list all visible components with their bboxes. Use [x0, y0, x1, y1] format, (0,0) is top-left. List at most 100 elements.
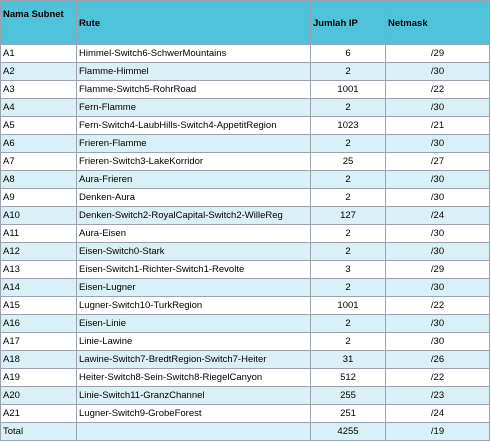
- cell-jumlah-ip: 2: [310, 332, 386, 351]
- cell-rute: Denken-Aura: [76, 188, 311, 207]
- cell-netmask: /24: [385, 404, 490, 423]
- cell-netmask: /29: [385, 260, 490, 279]
- cell-netmask: /29: [385, 44, 490, 63]
- table-row: A8 Aura-Frieren 2/30: [0, 170, 490, 189]
- cell-rute: Frieren-Flamme: [76, 134, 311, 153]
- cell-netmask: /30: [385, 134, 490, 153]
- cell-netmask: /21: [385, 116, 490, 135]
- cell-subnet: A19: [0, 368, 77, 387]
- cell-netmask: /22: [385, 368, 490, 387]
- cell-rute: Eisen-Lugner: [76, 278, 311, 297]
- cell-jumlah-ip: 31: [310, 350, 386, 369]
- cell-netmask: /24: [385, 206, 490, 225]
- table-row: A9 Denken-Aura 2/30: [0, 188, 490, 207]
- total-jumlah-ip: 4255: [310, 422, 386, 441]
- cell-jumlah-ip: 2: [310, 224, 386, 243]
- cell-jumlah-ip: 6: [310, 44, 386, 63]
- cell-jumlah-ip: 2: [310, 134, 386, 153]
- cell-netmask: /30: [385, 242, 490, 261]
- cell-subnet: A4: [0, 98, 77, 117]
- table-row: A5 Fern-Switch4-LaubHills-Switch4-Appetit…: [0, 116, 490, 135]
- cell-netmask: /23: [385, 386, 490, 405]
- table-body: A1 Himmel-Switch6-SchwerMountains 6/29 A2 Fl…: [0, 44, 490, 441]
- cell-jumlah-ip: 1001: [310, 296, 386, 315]
- cell-subnet: A7: [0, 152, 77, 171]
- cell-rute: Heiter-Switch8-Sein-Switch8-RiegelCanyon: [76, 368, 311, 387]
- cell-jumlah-ip: 2: [310, 278, 386, 297]
- cell-netmask: /30: [385, 62, 490, 81]
- cell-subnet: A13: [0, 260, 77, 279]
- table-row: A21 Lugner-Switch9-GrobeForest 251/24: [0, 404, 490, 423]
- cell-subnet: A20: [0, 386, 77, 405]
- cell-subnet: A1: [0, 44, 77, 63]
- cell-subnet: A5: [0, 116, 77, 135]
- cell-rute: Lugner-Switch10-TurkRegion: [76, 296, 311, 315]
- table-row: A15 Lugner-Switch10-TurkRegion 1001/22: [0, 296, 490, 315]
- table-row: A2 Flamme-Himmel 2/30: [0, 62, 490, 81]
- header-rute: Rute: [76, 0, 311, 45]
- cell-subnet: A18: [0, 350, 77, 369]
- cell-subnet: A2: [0, 62, 77, 81]
- cell-jumlah-ip: 25: [310, 152, 386, 171]
- cell-rute: Linie-Lawine: [76, 332, 311, 351]
- cell-netmask: /30: [385, 98, 490, 117]
- cell-rute: Flamme-Switch5-RohrRoad: [76, 80, 311, 99]
- cell-netmask: /26: [385, 350, 490, 369]
- cell-subnet: A17: [0, 332, 77, 351]
- header-netmask: Netmask: [385, 0, 490, 45]
- cell-netmask: /30: [385, 188, 490, 207]
- cell-rute: Eisen-Switch0-Stark: [76, 242, 311, 261]
- cell-jumlah-ip: 2: [310, 242, 386, 261]
- cell-jumlah-ip: 251: [310, 404, 386, 423]
- cell-subnet: A3: [0, 80, 77, 99]
- cell-subnet: A8: [0, 170, 77, 189]
- cell-netmask: /22: [385, 296, 490, 315]
- cell-rute: Flamme-Himmel: [76, 62, 311, 81]
- header-jumlah-ip: Jumlah IP: [310, 0, 386, 45]
- cell-jumlah-ip: 1023: [310, 116, 386, 135]
- header-row: Nama Subnet Rute Jumlah IP Netmask: [0, 0, 490, 45]
- cell-netmask: /30: [385, 224, 490, 243]
- cell-subnet: A14: [0, 278, 77, 297]
- cell-rute: Eisen-Linie: [76, 314, 311, 333]
- cell-jumlah-ip: 2: [310, 188, 386, 207]
- cell-netmask: /30: [385, 332, 490, 351]
- cell-jumlah-ip: 127: [310, 206, 386, 225]
- cell-rute: Fern-Flamme: [76, 98, 311, 117]
- table-row: A7 Frieren-Switch3-LakeKorridor 25/27: [0, 152, 490, 171]
- table-row: A13 Eisen-Switch1-Richter-Switch1-Revolte…: [0, 260, 490, 279]
- cell-rute: Himmel-Switch6-SchwerMountains: [76, 44, 311, 63]
- table-row: A6 Frieren-Flamme 2/30: [0, 134, 490, 153]
- cell-rute: Frieren-Switch3-LakeKorridor: [76, 152, 311, 171]
- table-row: A20 Linie-Switch11-GranzChannel 255/23: [0, 386, 490, 405]
- cell-rute: Eisen-Switch1-Richter-Switch1-Revolte: [76, 260, 311, 279]
- table-row: A18 Lawine-Switch7-BredtRegion-Switch7-He…: [0, 350, 490, 369]
- table-row: A3 Flamme-Switch5-RohrRoad 1001/22: [0, 80, 490, 99]
- cell-subnet: A11: [0, 224, 77, 243]
- cell-rute: Aura-Frieren: [76, 170, 311, 189]
- total-rute: [76, 422, 311, 441]
- cell-jumlah-ip: 2: [310, 170, 386, 189]
- cell-jumlah-ip: 3: [310, 260, 386, 279]
- total-netmask: /19: [385, 422, 490, 441]
- table-row: A16 Eisen-Linie 2/30: [0, 314, 490, 333]
- cell-rute: Denken-Switch2-RoyalCapital-Switch2-Will…: [76, 206, 311, 225]
- table-row: A1 Himmel-Switch6-SchwerMountains 6/29: [0, 44, 490, 63]
- cell-subnet: A15: [0, 296, 77, 315]
- cell-jumlah-ip: 512: [310, 368, 386, 387]
- cell-subnet: A9: [0, 188, 77, 207]
- table-row: A4 Fern-Flamme 2/30: [0, 98, 490, 117]
- cell-rute: Lawine-Switch7-BredtRegion-Switch7-Heite…: [76, 350, 311, 369]
- total-row: Total 4255/19: [0, 422, 490, 441]
- cell-netmask: /30: [385, 170, 490, 189]
- cell-netmask: /22: [385, 80, 490, 99]
- cell-rute: Linie-Switch11-GranzChannel: [76, 386, 311, 405]
- cell-netmask: /30: [385, 314, 490, 333]
- total-label: Total: [0, 422, 77, 441]
- cell-netmask: /30: [385, 278, 490, 297]
- table-row: A11 Aura-Eisen 2/30: [0, 224, 490, 243]
- cell-rute: Fern-Switch4-LaubHills-Switch4-AppetitRe…: [76, 116, 311, 135]
- cell-jumlah-ip: 2: [310, 314, 386, 333]
- cell-rute: Lugner-Switch9-GrobeForest: [76, 404, 311, 423]
